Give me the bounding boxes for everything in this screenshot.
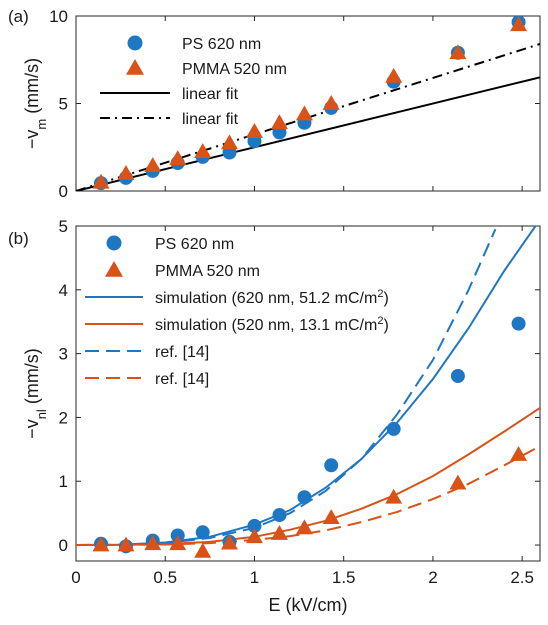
data-point-triangle bbox=[194, 143, 212, 158]
legend-marker-circle bbox=[106, 235, 122, 251]
y-tick-label: 5 bbox=[59, 95, 68, 114]
series-line bbox=[76, 228, 497, 546]
legend: PS 620 nm PMMA 520 nm simulation (620 nm, … bbox=[85, 235, 389, 388]
data-point-triangle bbox=[449, 474, 467, 490]
legend-label: simulation (520 nm, 13.1 mC/m2) bbox=[155, 315, 389, 334]
y-axis-label: −vnl (mm/s) bbox=[22, 348, 49, 439]
data-point-triangle bbox=[117, 165, 135, 180]
x-tick-label: 1 bbox=[250, 568, 259, 587]
data-point-circle bbox=[450, 368, 465, 383]
y-tick-label: 10 bbox=[49, 7, 68, 26]
y-tick-label: 3 bbox=[59, 345, 68, 364]
x-tick-label: 0.5 bbox=[153, 568, 177, 587]
y-tick-label: 0 bbox=[59, 182, 68, 201]
legend-marker-circle bbox=[127, 35, 143, 51]
y-axis-label: −vm (mm/s) bbox=[22, 58, 49, 149]
x-tick-label: 2.5 bbox=[510, 568, 534, 587]
data-point-circle bbox=[272, 508, 287, 523]
legend-label: linear fit bbox=[182, 111, 239, 128]
y-tick-label: 2 bbox=[59, 408, 68, 427]
data-point-triangle bbox=[270, 114, 288, 130]
data-point-triangle bbox=[245, 528, 263, 544]
data-point-triangle bbox=[449, 44, 467, 60]
data-point-triangle bbox=[220, 134, 238, 150]
data-point-triangle bbox=[322, 95, 340, 110]
data-point-circle bbox=[511, 316, 526, 331]
legend-label: simulation (620 nm, 51.2 mC/m2) bbox=[155, 288, 389, 307]
data-point-triangle bbox=[295, 519, 313, 535]
data-point-triangle bbox=[144, 157, 162, 172]
legend-label: PS 620 nm bbox=[182, 36, 261, 53]
legend-label: PMMA 520 nm bbox=[182, 61, 287, 78]
legend: PS 620 nm PMMA 520 nm linear fit linear fit bbox=[100, 35, 287, 128]
legend-marker-triangle bbox=[126, 59, 144, 75]
panel-b: 0 0.5 1 1.5 2 2.5 0 1 2 3 4 5 (b) −vnl (mm/s) E (kV/cm… bbox=[8, 217, 541, 615]
data-point-triangle bbox=[510, 445, 528, 461]
plot-area bbox=[76, 16, 540, 191]
y-tick-label: 1 bbox=[59, 472, 68, 491]
panel-a: 0 5 10 (a) −vm (mm/s) PS 620 nm PMMA 520 nm lin… bbox=[8, 7, 541, 201]
panel-label: (b) bbox=[8, 229, 29, 248]
data-point-triangle bbox=[144, 535, 162, 551]
data-point-circle bbox=[386, 421, 401, 436]
data-point-triangle bbox=[194, 542, 212, 558]
x-tick-label: 2 bbox=[428, 568, 437, 587]
data-point-triangle bbox=[385, 67, 403, 83]
data-point-triangle bbox=[117, 536, 135, 552]
x-tick-label: 1.5 bbox=[332, 568, 356, 587]
data-point-triangle bbox=[169, 535, 187, 551]
series-line bbox=[76, 76, 540, 191]
x-axis-label: E (kV/cm) bbox=[269, 595, 348, 615]
data-point-circle bbox=[324, 458, 339, 473]
y-tick-label: 5 bbox=[59, 217, 68, 236]
panel-label: (a) bbox=[8, 7, 29, 26]
plot-frame bbox=[75, 15, 541, 192]
x-tick-label: 0 bbox=[71, 568, 80, 587]
data-point-triangle bbox=[385, 488, 403, 504]
data-point-circle bbox=[247, 518, 262, 533]
legend-label: ref. [14] bbox=[155, 344, 209, 361]
data-point-circle bbox=[195, 525, 210, 540]
data-point-circle bbox=[297, 490, 312, 505]
legend-label: ref. [14] bbox=[155, 371, 209, 388]
data-point-triangle bbox=[169, 150, 187, 165]
data-point-triangle bbox=[295, 105, 313, 121]
legend-label: PS 620 nm bbox=[155, 236, 234, 253]
y-tick-label: 0 bbox=[59, 536, 68, 555]
series-line bbox=[76, 445, 540, 546]
data-point-triangle bbox=[270, 525, 288, 540]
data-point-triangle bbox=[245, 123, 263, 138]
data-point-triangle bbox=[510, 16, 528, 32]
data-point-triangle bbox=[92, 536, 110, 552]
data-point-triangle bbox=[220, 534, 238, 550]
plot-area bbox=[76, 226, 540, 558]
series-line bbox=[76, 407, 540, 546]
legend-marker-triangle bbox=[105, 261, 123, 277]
legend-label: PMMA 520 nm bbox=[155, 263, 260, 280]
legend-label: linear fit bbox=[182, 86, 239, 103]
data-point-triangle bbox=[322, 509, 340, 524]
data-point-triangle bbox=[92, 173, 110, 189]
plot-frame bbox=[75, 225, 541, 562]
y-tick-label: 4 bbox=[59, 281, 68, 300]
